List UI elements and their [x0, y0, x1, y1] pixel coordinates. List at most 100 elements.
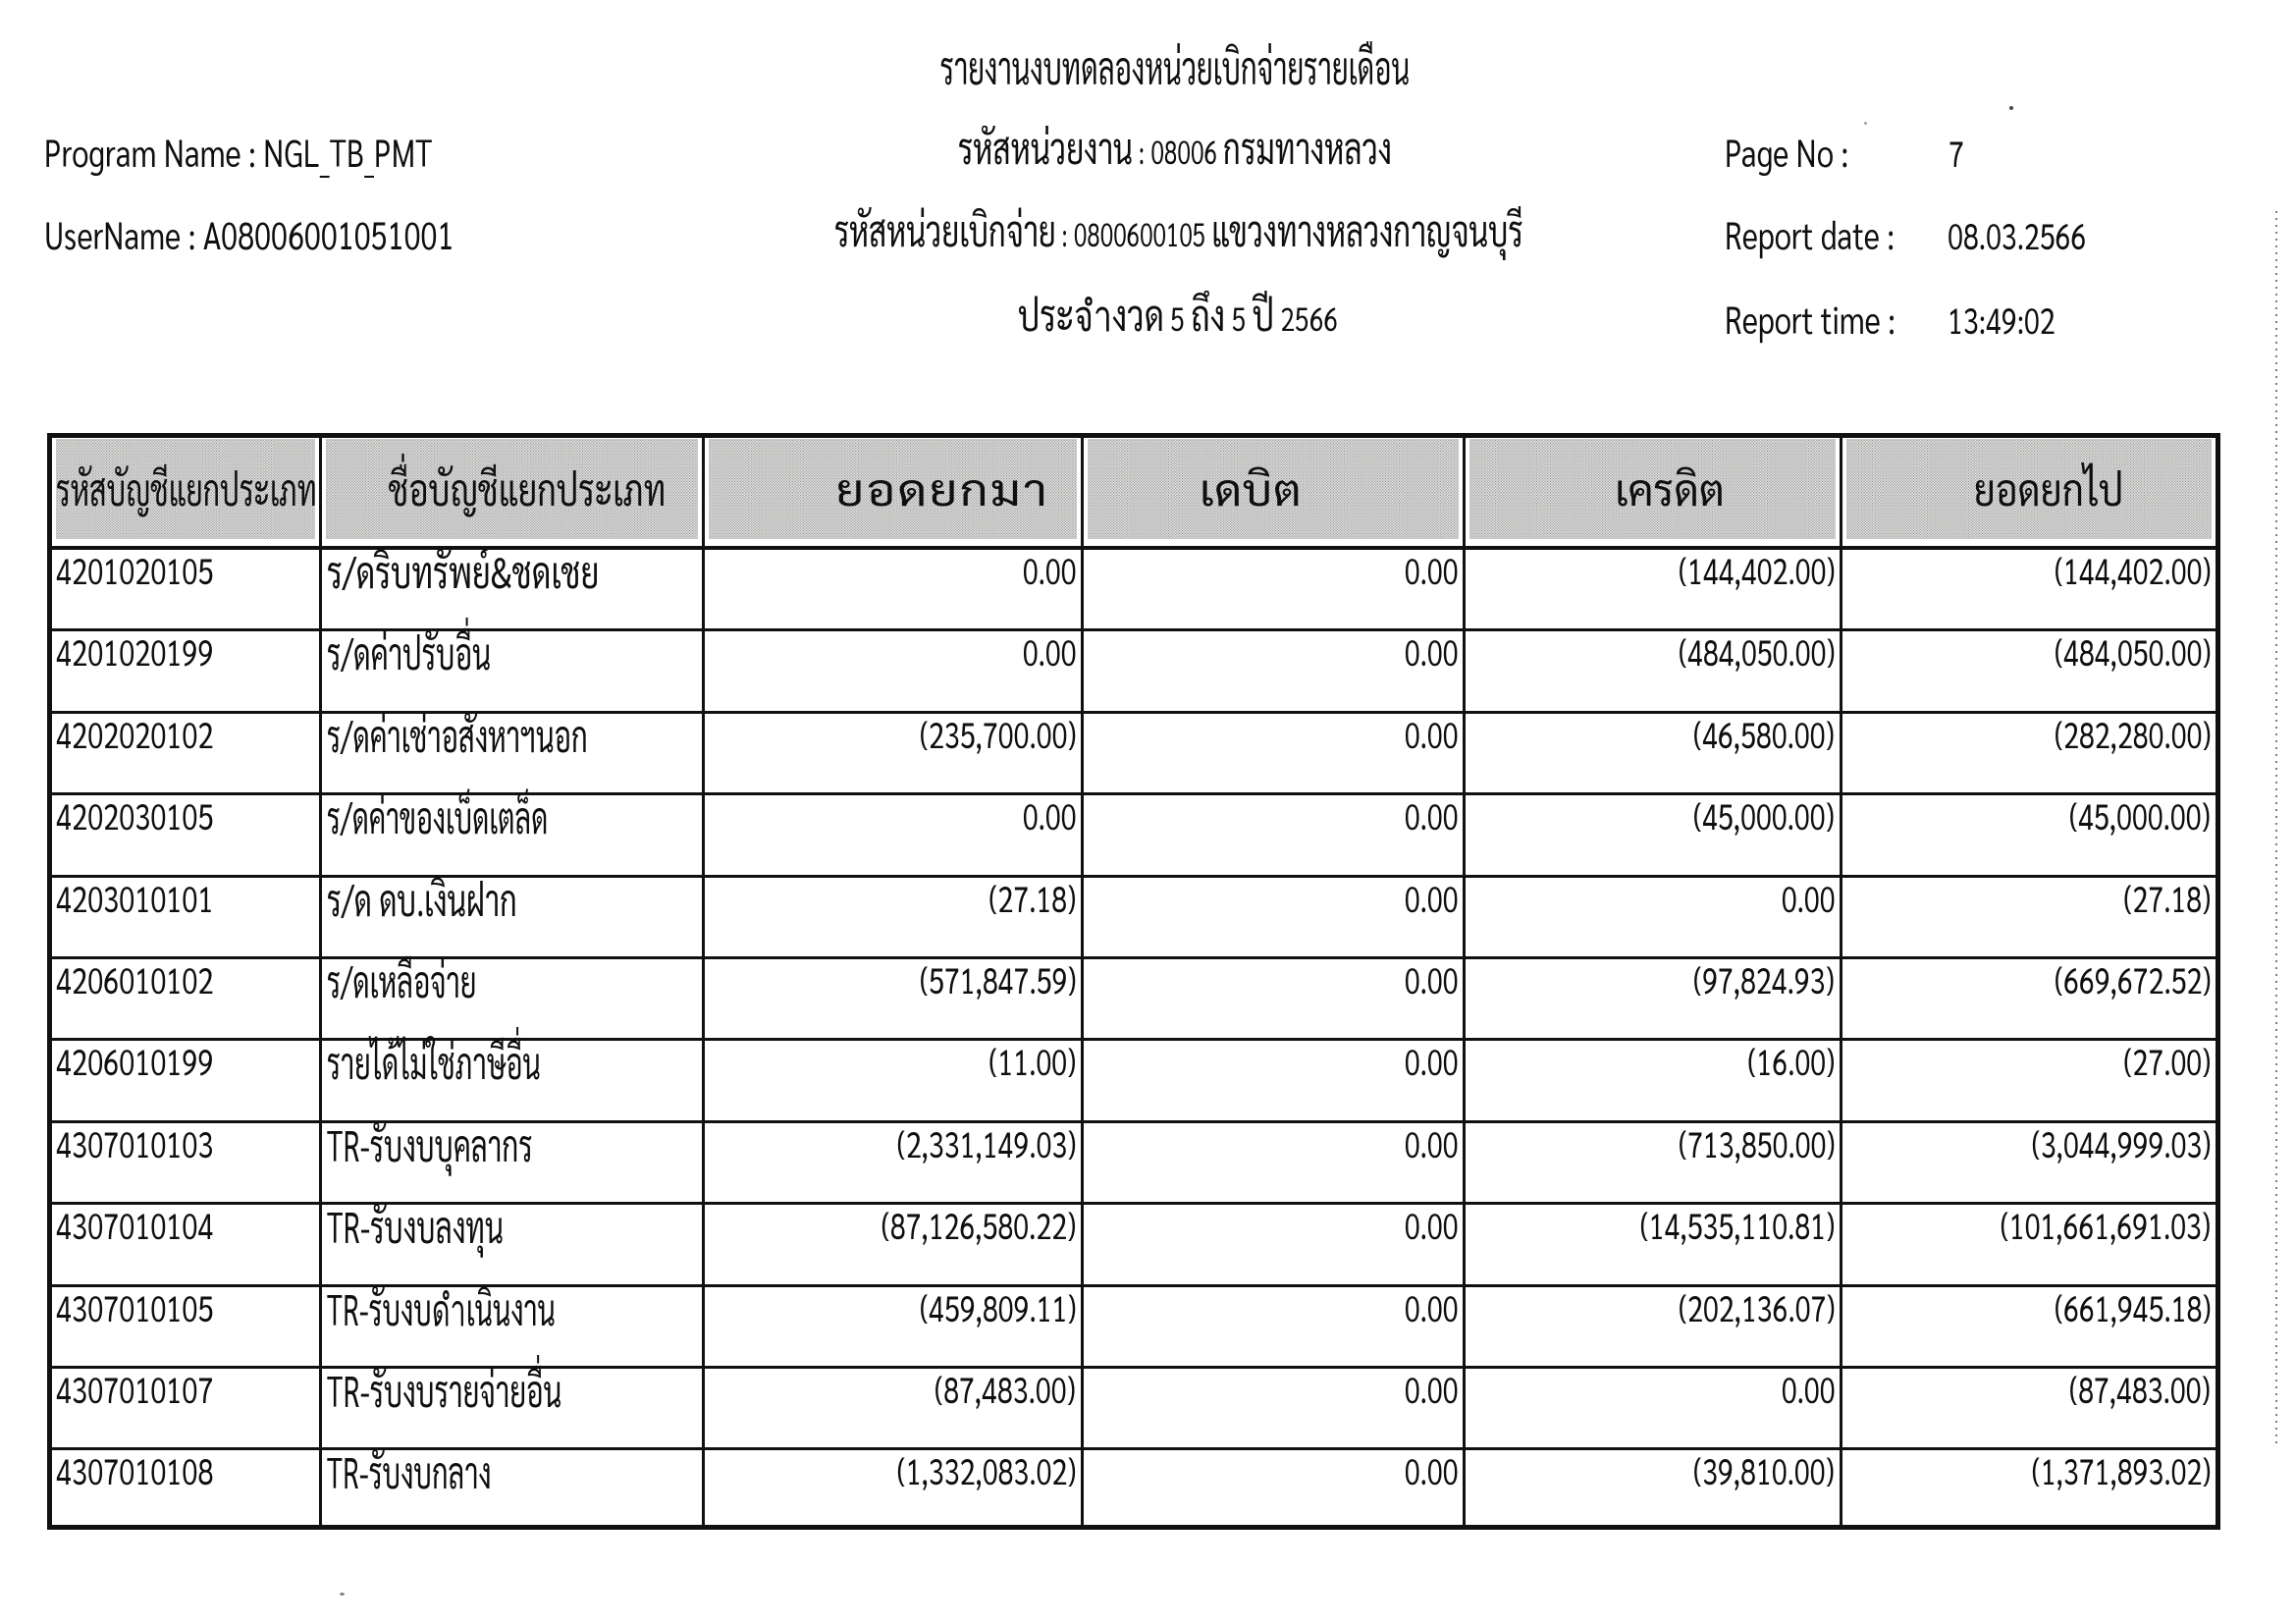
cell-debit: 0.00 — [1084, 1120, 1466, 1206]
cell-name-value: รายได้ไม่ใช่ภาษีอื่น — [327, 1034, 541, 1091]
cell-debit: 0.00 — [1084, 956, 1466, 1042]
cell-code-value: 4307010105 — [56, 1284, 214, 1330]
cell-debit: 0.00 — [1084, 1286, 1466, 1369]
column-header-debit: เดบิต — [1084, 438, 1466, 550]
cell-name: ร/ดค่าของเบ็ดเตล็ด — [322, 788, 705, 878]
cell-carried-forward: (27.18) — [1842, 878, 2216, 959]
column-header-code: รหัสบัญชีแยกประเภท — [52, 438, 322, 550]
cell-brought-forward: (1,332,083.02) — [705, 1450, 1084, 1525]
cell-amount-value: (669,672.52) — [2054, 956, 2211, 1002]
cell-carried-forward: (282,280.00) — [1842, 714, 2216, 796]
cell-credit: 0.00 — [1466, 877, 1842, 959]
cell-amount-value: (45,000.00) — [2069, 793, 2211, 839]
cell-amount-value: (45,000.00) — [1693, 793, 1835, 839]
cell-amount-value: (144,402.00) — [2054, 548, 2211, 593]
cell-code-value: 4203010101 — [56, 875, 214, 921]
cell-amount-value: 0.00 — [1022, 629, 1076, 676]
cell-amount-value: (571,847.59) — [919, 956, 1076, 1002]
cell-name-value: TR-รับงบบุคลากร — [327, 1115, 533, 1172]
cell-name: TR-รับงบดำเนินงาน — [322, 1279, 705, 1369]
cell-amount-value: (713,850.00) — [1678, 1120, 1835, 1166]
column-header-label: เครดิต — [1614, 460, 1725, 516]
cell-amount-value: (87,483.00) — [2069, 1366, 2211, 1412]
cell-amount-value: 0.00 — [1404, 548, 1458, 593]
report-time-label: Report time : — [1725, 294, 1896, 344]
scan-speck — [340, 1593, 345, 1596]
cell-code: 4307010108 — [52, 1450, 322, 1525]
cell-code: 4307010105 — [52, 1284, 322, 1369]
column-header-label: ยอดยกมา — [834, 460, 1049, 516]
cell-carried-forward: (87,483.00) — [1842, 1366, 2216, 1451]
cell-code: 4201020199 — [52, 629, 322, 714]
cell-carried-forward: (144,402.00) — [1842, 548, 2216, 632]
cell-amount-value: (46,580.00) — [1693, 711, 1835, 757]
cell-credit: (39,810.00) — [1466, 1450, 1842, 1525]
cell-code-value: 4307010107 — [56, 1366, 214, 1412]
cell-code: 4201020105 — [52, 550, 322, 632]
cell-name: ร/ดค่าปรับอื่น — [322, 624, 705, 714]
cell-carried-forward: (661,945.18) — [1842, 1287, 2216, 1369]
cell-name: ร/ดค่าเช่าอสังหาฯนอก — [322, 706, 705, 796]
cell-credit: 0.00 — [1466, 1368, 1842, 1451]
cell-amount-value: (39,810.00) — [1693, 1448, 1835, 1494]
cell-name-value: ร/ดค่าปรับอื่น — [327, 624, 492, 681]
cell-name: รายได้ไม่ใช่ภาษีอื่น — [322, 1034, 705, 1123]
report-title: รายงานงบทดลองหน่วยเบิกจ่ายรายเดือน — [939, 36, 1411, 95]
cell-code: 4202030105 — [52, 795, 322, 878]
cell-name: TR-รับงบบุคลากร — [322, 1115, 705, 1206]
cell-amount-value: 0.00 — [1404, 875, 1458, 921]
cell-amount-value: (14,535,110.81) — [1639, 1203, 1836, 1249]
cell-brought-forward: (459,809.11) — [705, 1286, 1084, 1369]
cell-name-value: TR-รับงบดำเนินงาน — [327, 1279, 556, 1336]
cell-amount-value: (3,044,999.03) — [2031, 1120, 2211, 1166]
cell-carried-forward: (669,672.52) — [1842, 956, 2216, 1042]
cell-amount-value: 0.00 — [1404, 956, 1458, 1002]
cell-credit: (14,535,110.81) — [1466, 1203, 1842, 1287]
cell-amount-value: (87,483.00) — [934, 1366, 1076, 1412]
cell-brought-forward: (235,700.00) — [705, 713, 1084, 796]
cell-code: 4307010104 — [52, 1205, 322, 1287]
cell-amount-value: 0.00 — [1404, 1203, 1458, 1249]
column-header-label: ชื่อบัญชีแยกประเภท — [388, 460, 666, 516]
cell-amount-value: 0.00 — [1404, 1120, 1458, 1166]
cell-code: 4206010102 — [52, 958, 322, 1042]
cell-amount-value: (87,126,580.22) — [881, 1203, 1077, 1249]
cell-name-value: TR-รับงบลงทุน — [327, 1198, 505, 1255]
cell-debit: 0.00 — [1084, 548, 1466, 632]
column-header-name: ชื่อบัญชีแยกประเภท — [322, 438, 705, 550]
cell-debit: 0.00 — [1084, 1041, 1466, 1123]
scan-speck — [1864, 122, 1867, 125]
cell-code-value: 4307010103 — [56, 1120, 214, 1166]
cell-amount-value: 0.00 — [1404, 629, 1458, 676]
cell-code-value: 4201020199 — [56, 629, 214, 676]
cell-credit: (46,580.00) — [1466, 711, 1842, 796]
cell-amount-value: (484,050.00) — [2054, 629, 2211, 676]
cell-debit: 0.00 — [1084, 1203, 1466, 1287]
page-no-label: Page No : — [1725, 127, 1849, 177]
cell-amount-value: (27.18) — [2123, 875, 2211, 921]
cell-name: ร/ดเหลือจ่าย — [322, 958, 705, 1042]
cell-code-value: 4307010108 — [56, 1448, 214, 1494]
cell-amount-value: 0.00 — [1404, 711, 1458, 757]
cell-carried-forward: (101,661,691.03) — [1842, 1205, 2216, 1287]
program-name-line: Program Name : NGL_TB_PMT — [44, 127, 433, 177]
cell-amount-value: (144,402.00) — [1678, 548, 1835, 593]
cell-brought-forward: (11.00) — [705, 1039, 1084, 1123]
cell-carried-forward: (1,371,893.02) — [1842, 1450, 2216, 1525]
scan-noise-line — [2275, 211, 2277, 1443]
column-header-carried-forward: ยอดยกไป — [1842, 438, 2216, 550]
cell-name-value: ร/ดริบทรัพย์&ชดเชย — [327, 543, 600, 599]
cell-name-value: ร/ดค่าของเบ็ดเตล็ด — [327, 788, 549, 845]
cell-name: ร/ดริบทรัพย์&ชดเชย — [322, 543, 705, 632]
cell-brought-forward: (27.18) — [705, 877, 1084, 959]
cell-name: TR-รับงบกลาง — [322, 1450, 705, 1525]
cell-brought-forward: (571,847.59) — [705, 956, 1084, 1042]
cell-amount-value: (11.00) — [988, 1039, 1076, 1085]
cell-name-value: ร/ดค่าเช่าอสังหาฯนอก — [327, 706, 588, 763]
page-no-value: 7 — [1949, 131, 1964, 176]
cell-credit: (713,850.00) — [1466, 1120, 1842, 1206]
column-header-label: รหัสบัญชีแยกประเภท — [56, 460, 317, 516]
cell-name: ร/ด ดบ.เงินฝาก — [322, 877, 705, 959]
cell-credit: (144,402.00) — [1466, 548, 1842, 632]
cell-name-value: TR-รับงบรายจ่ายอื่น — [327, 1361, 562, 1418]
